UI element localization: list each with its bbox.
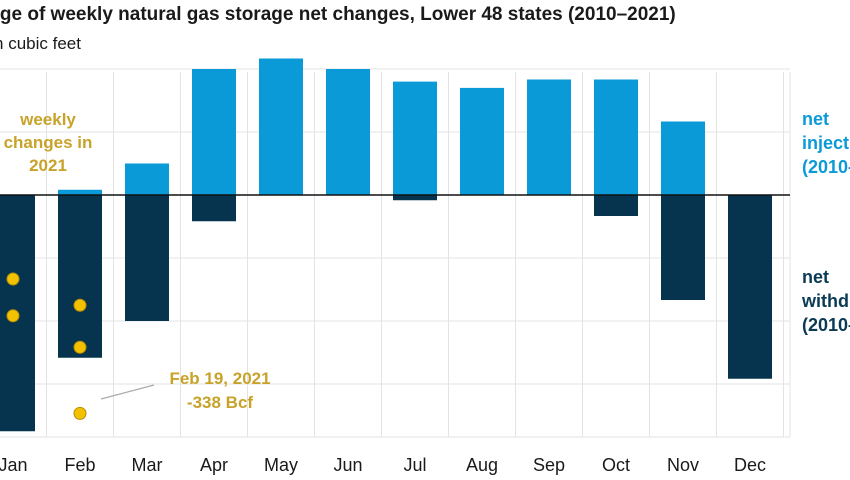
chart-title: Range of weekly natural gas storage net … <box>0 4 676 25</box>
injection-bar-mar <box>125 163 169 195</box>
weekly-2021-points <box>6 272 87 420</box>
injection-bar-oct <box>594 79 638 195</box>
weekly-2021-point-jan <box>6 272 20 286</box>
legend-injections-line1: net <box>802 109 829 129</box>
weekly-2021-point-feb <box>73 340 87 354</box>
weekly-2021-point-feb <box>73 298 87 312</box>
injection-bar-aug <box>460 87 504 195</box>
withdrawal-bar-apr <box>192 195 236 222</box>
weekly-2021-point-feb <box>73 406 87 420</box>
legend-withdrawals-line3: (2010–2020) <box>802 315 850 335</box>
withdrawal-bar-nov <box>661 195 705 300</box>
injection-bar-jun <box>326 69 370 195</box>
injection-bar-apr <box>192 69 236 195</box>
weekly-label-line1: weekly <box>19 110 76 129</box>
month-label-jun: Jun <box>333 455 362 475</box>
month-labels: Jan Feb Mar Apr May Jun Jul Aug Sep Oct Nov Dec <box>0 455 766 475</box>
withdrawal-bar-jul <box>393 195 437 201</box>
month-label-jan: Jan <box>0 455 28 475</box>
legend-withdrawals-line1: net <box>802 267 829 287</box>
weekly-label-line3: 2021 <box>29 156 67 175</box>
injection-bar-nov <box>661 121 705 195</box>
legend-injections-line2: injections <box>802 133 850 153</box>
callout-value: -338 Bcf <box>187 393 253 412</box>
month-label-dec: Dec <box>734 455 766 475</box>
month-label-may: May <box>264 455 298 475</box>
legend-injections-line3: (2010–2020) <box>802 157 850 177</box>
bars <box>0 58 772 432</box>
gridlines <box>0 68 791 438</box>
month-label-mar: Mar <box>132 455 163 475</box>
month-label-nov: Nov <box>667 455 699 475</box>
month-label-oct: Oct <box>602 455 630 475</box>
injection-bar-may <box>259 58 303 195</box>
month-label-feb: Feb <box>64 455 95 475</box>
injection-bar-jul <box>393 81 437 195</box>
injection-bar-sep <box>527 79 571 195</box>
callout-leader-line <box>100 384 155 400</box>
withdrawal-bar-feb <box>58 195 102 358</box>
withdrawal-bar-mar <box>125 195 169 321</box>
month-label-apr: Apr <box>200 455 228 475</box>
withdrawal-bar-oct <box>594 195 638 216</box>
weekly-2021-point-jan <box>6 309 20 323</box>
month-label-aug: Aug <box>466 455 498 475</box>
month-label-jul: Jul <box>403 455 426 475</box>
month-label-sep: Sep <box>533 455 565 475</box>
chart-subtitle: billion cubic feet <box>0 34 81 53</box>
weekly-label-line2: changes in <box>4 133 93 152</box>
callout-date: Feb 19, 2021 <box>169 369 270 388</box>
withdrawal-bar-dec <box>728 195 772 379</box>
legend-withdrawals-line2: withdrawals <box>801 291 850 311</box>
injection-bar-feb <box>58 189 102 195</box>
